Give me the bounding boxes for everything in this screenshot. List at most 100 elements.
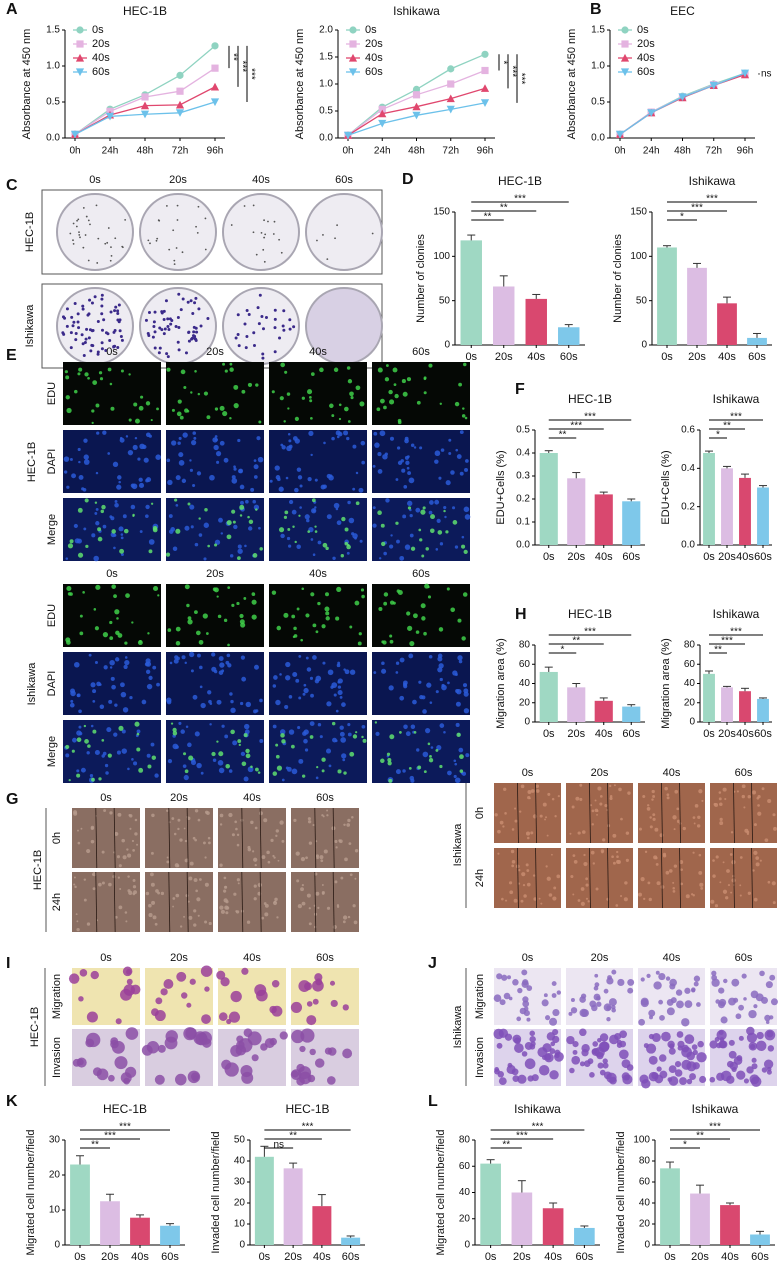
- photo-detail: [194, 809, 199, 813]
- photo-detail: [193, 436, 197, 440]
- photo-detail: [340, 554, 345, 558]
- photo-detail: [587, 900, 590, 903]
- photo-detail: [570, 1007, 578, 1014]
- significance-label: ***: [706, 194, 718, 205]
- series-line: [619, 72, 746, 135]
- photo: [494, 848, 561, 908]
- photo-detail: [464, 416, 468, 420]
- y-axis-label: Migrated cell number/field: [25, 1130, 37, 1256]
- photo-detail: [459, 471, 464, 476]
- significance-label: **: [502, 1140, 510, 1151]
- colony: [273, 220, 276, 223]
- photo-detail: [67, 543, 74, 549]
- photo-detail: [207, 836, 211, 840]
- bar: [739, 691, 751, 722]
- x-tick-label: 40s: [131, 1251, 149, 1263]
- scratch-edge: [95, 807, 98, 869]
- x-tick-label: 72h: [172, 146, 189, 157]
- photo-detail: [253, 459, 257, 462]
- photo-detail: [743, 1078, 750, 1084]
- photo-detail: [212, 758, 217, 762]
- photo-detail: [602, 1058, 608, 1064]
- photo-detail: [131, 758, 134, 761]
- photo-detail: [517, 987, 523, 994]
- photo-detail: [351, 815, 354, 819]
- photo-detail: [300, 857, 306, 862]
- photo-detail: [236, 1035, 244, 1043]
- photo-detail: [226, 534, 232, 540]
- scratch-edge: [314, 807, 317, 869]
- photo-detail: [84, 372, 89, 377]
- row-label: DAPI: [46, 449, 58, 475]
- x-tick-label: 60s: [622, 728, 640, 740]
- photo-detail: [214, 438, 218, 442]
- photo-detail: [640, 877, 645, 882]
- photo-detail: [193, 878, 198, 882]
- y-tick-label: 0.6: [681, 425, 695, 436]
- photo-detail: [213, 587, 219, 593]
- x-tick-label: 72h: [705, 146, 722, 157]
- photo-detail: [178, 460, 185, 466]
- photo-detail: [201, 1014, 211, 1024]
- legend-label: 20s: [637, 38, 655, 50]
- photo-detail: [95, 471, 99, 475]
- photo-detail: [133, 402, 138, 407]
- photo-detail: [97, 527, 102, 532]
- photo-detail: [511, 864, 515, 868]
- photo-detail: [279, 1031, 288, 1040]
- y-tick-label: 80: [459, 1135, 471, 1146]
- colony: [109, 259, 112, 262]
- colony: [189, 299, 193, 303]
- photo-detail: [281, 445, 286, 450]
- photo-detail: [743, 997, 747, 1001]
- photo-detail: [300, 638, 303, 642]
- row-label: Invasion: [51, 1037, 63, 1078]
- photo-detail: [171, 408, 175, 412]
- photo-detail: [353, 920, 358, 925]
- colony: [87, 312, 91, 316]
- photo-detail: [497, 829, 501, 834]
- photo-detail: [296, 467, 302, 472]
- photo-detail: [398, 731, 402, 734]
- photo-detail: [429, 701, 433, 704]
- photo-detail: [204, 882, 209, 887]
- photo-detail: [434, 450, 441, 457]
- significance-label: ***: [302, 1122, 314, 1133]
- photo-detail: [194, 542, 199, 547]
- photo-detail: [245, 748, 250, 754]
- photo-detail: [95, 584, 101, 590]
- photo-detail: [599, 1033, 609, 1042]
- photo-detail: [95, 521, 100, 526]
- colony: [162, 332, 166, 336]
- photo-detail: [240, 622, 246, 628]
- photo-detail: [736, 790, 739, 793]
- photo-detail: [698, 789, 703, 794]
- photo-detail: [64, 370, 68, 374]
- photo-detail: [84, 498, 89, 503]
- photo-detail: [382, 640, 387, 645]
- photo-detail: [224, 734, 229, 739]
- legend-label: 40s: [637, 52, 655, 64]
- photo-detail: [239, 613, 244, 619]
- photo-detail: [731, 978, 740, 987]
- photo-detail: [405, 731, 411, 737]
- point: [70, 130, 80, 139]
- photo-detail: [655, 970, 660, 975]
- photo-detail: [196, 762, 202, 769]
- photo-detail: [127, 449, 134, 456]
- colony: [72, 222, 75, 225]
- y-tick-label: 0.4: [516, 448, 530, 459]
- photo-detail: [83, 898, 87, 902]
- photo-detail: [401, 468, 406, 473]
- chart-title: HEC-1B: [285, 1102, 329, 1116]
- photo-detail: [428, 758, 434, 763]
- photo-detail: [111, 684, 116, 690]
- photo-detail: [770, 998, 778, 1006]
- photo-detail: [253, 504, 260, 510]
- photo-detail: [443, 509, 446, 513]
- photo-detail: [501, 974, 508, 981]
- colony: [192, 330, 196, 334]
- photo-detail: [263, 818, 268, 823]
- photo-detail: [655, 856, 658, 860]
- photo-detail: [164, 1036, 178, 1050]
